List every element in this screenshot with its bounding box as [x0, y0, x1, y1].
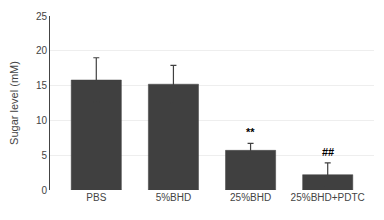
svg-text:10: 10: [36, 115, 48, 126]
svg-text:**: **: [246, 126, 255, 138]
svg-text:0: 0: [41, 185, 47, 196]
svg-text:##: ##: [322, 146, 334, 158]
svg-text:20: 20: [36, 45, 48, 56]
svg-text:5: 5: [41, 150, 47, 161]
svg-text:25%BHD: 25%BHD: [230, 192, 271, 203]
svg-text:15: 15: [36, 80, 48, 91]
svg-text:Sugar level (mM): Sugar level (mM): [8, 61, 20, 145]
svg-text:25%BHD+PDTC: 25%BHD+PDTC: [291, 192, 365, 203]
svg-text:PBS: PBS: [86, 192, 106, 203]
svg-text:25: 25: [36, 11, 48, 22]
svg-text:5%BHD: 5%BHD: [156, 192, 192, 203]
